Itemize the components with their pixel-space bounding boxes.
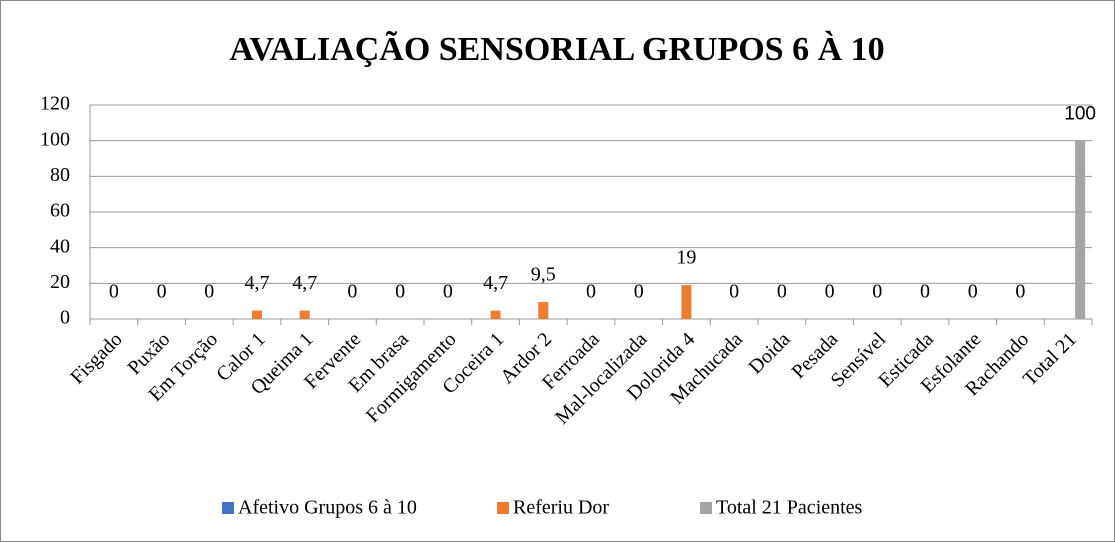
legend-label: Referiu Dor [513,497,609,519]
data-label: 0 [109,281,119,303]
y-tick-label: 120 [40,93,70,115]
bar [681,285,692,319]
data-label: 0 [1015,281,1025,303]
data-label: 4,7 [245,272,270,294]
data-label: 0 [347,281,357,303]
legend-swatch [497,502,509,514]
bar [1075,140,1086,319]
data-label: 0 [395,281,405,303]
y-tick-label: 100 [40,128,70,150]
data-label: 100 [1064,104,1096,125]
y-tick-label: 20 [50,271,70,293]
data-label: 0 [443,281,453,303]
data-label: 4,7 [483,272,508,294]
y-tick-label: 60 [50,200,70,222]
bar [538,302,549,319]
y-tick-label: 0 [60,307,70,329]
legend-label: Afetivo Grupos 6 à 10 [238,497,417,519]
data-label: 0 [586,281,596,303]
y-tick-label: 80 [50,164,70,186]
legend-label: Total 21 Pacientes [716,497,863,519]
data-label: 0 [777,281,787,303]
data-label: 19 [676,247,696,269]
data-label: 0 [872,281,882,303]
data-label: 0 [729,281,739,303]
bar [490,310,501,319]
data-label: 0 [204,281,214,303]
legend-swatch [222,502,234,514]
data-label: 0 [825,281,835,303]
data-label: 0 [157,281,167,303]
chart-title: AVALIAÇÃO SENSORIAL GRUPOS 6 À 10 [229,31,884,68]
legend-swatch [700,502,712,514]
data-label: 0 [634,281,644,303]
data-label: 0 [968,281,978,303]
bar [252,310,262,319]
y-tick-label: 40 [50,235,70,257]
data-label: 9,5 [531,264,556,286]
data-label: 4,7 [292,272,317,294]
data-label: 0 [920,281,930,303]
bar [299,310,310,319]
